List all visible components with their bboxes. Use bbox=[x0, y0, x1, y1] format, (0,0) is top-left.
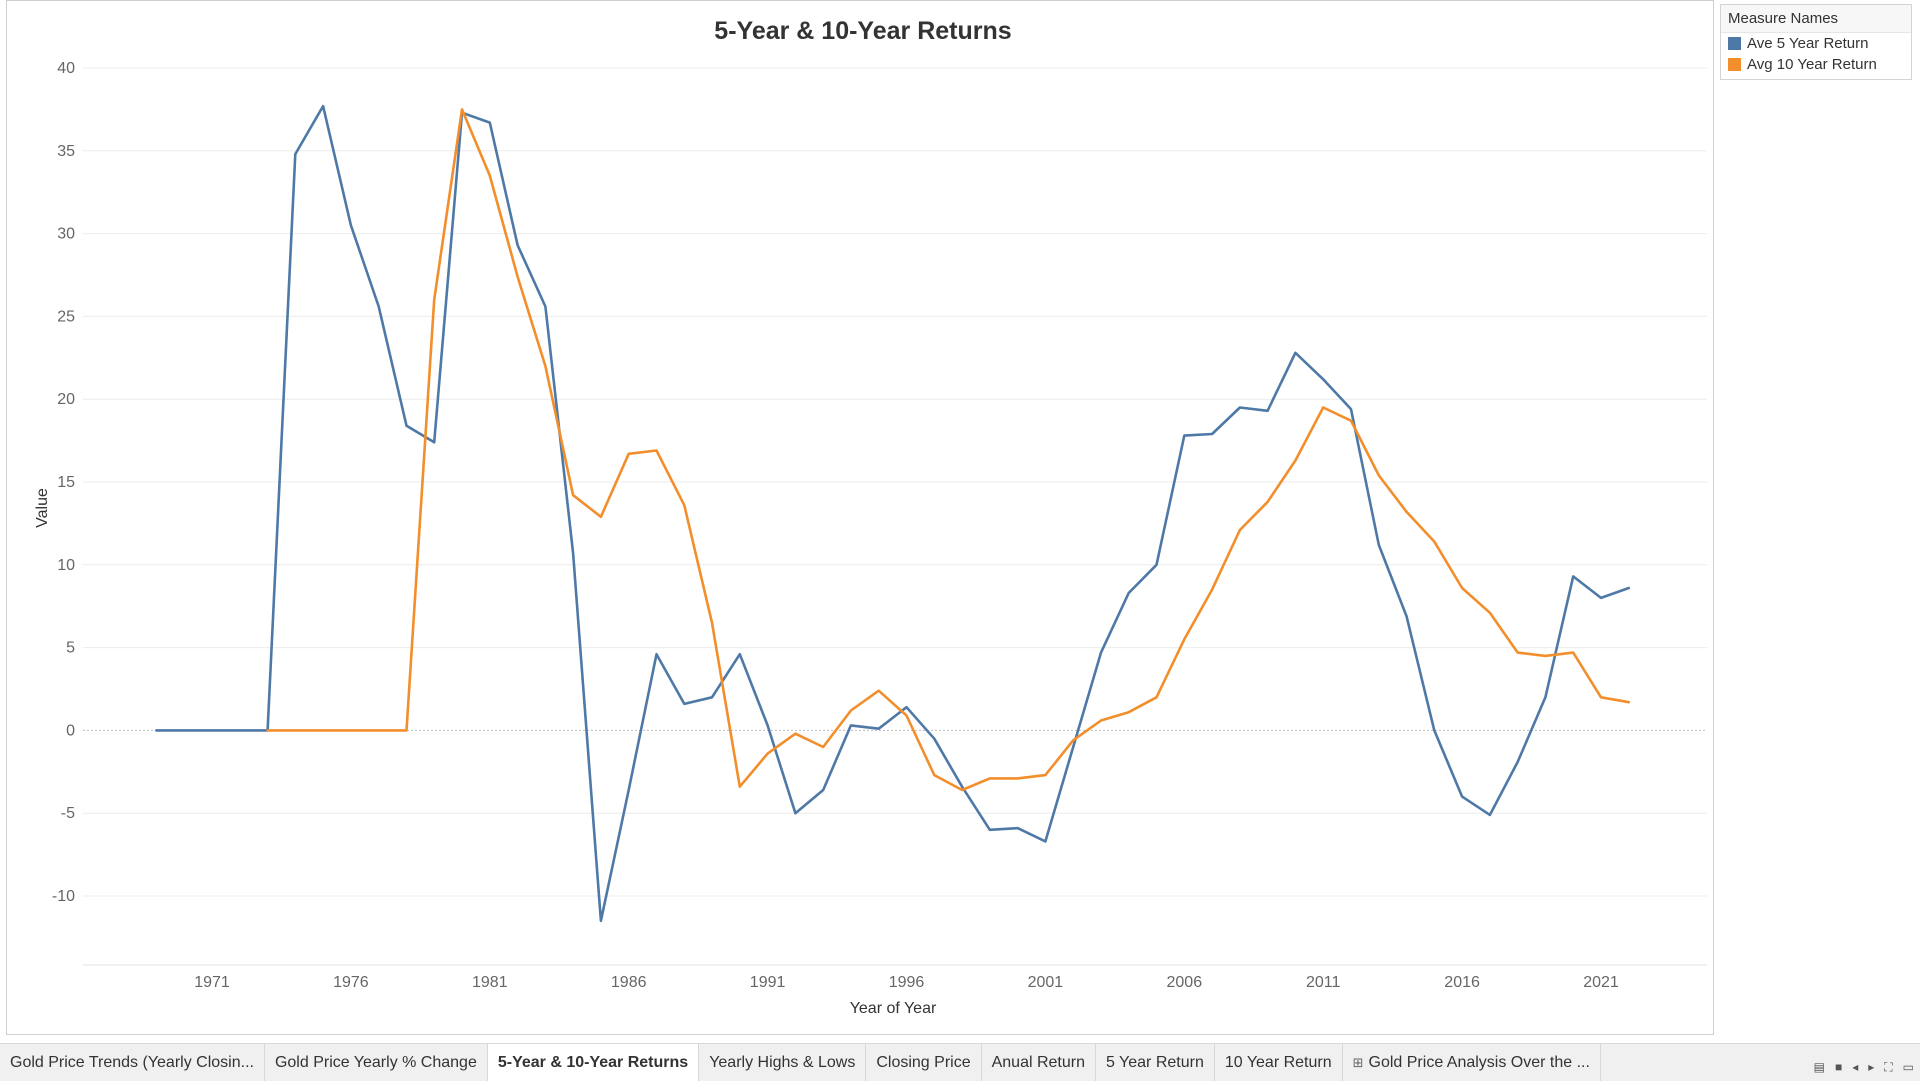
tab-label: Gold Price Analysis Over the ... bbox=[1368, 1053, 1590, 1071]
tab-closing-price[interactable]: Closing Price bbox=[866, 1044, 982, 1081]
y-tick-label: 25 bbox=[57, 308, 75, 325]
tab-label: Gold Price Trends (Yearly Closin... bbox=[10, 1053, 254, 1071]
x-tick-label: 2011 bbox=[1306, 974, 1341, 991]
x-axis-ticks: 1971 1976 1981 1986 1991 1996 2001 2006 2011 2016… bbox=[194, 974, 1619, 991]
series-line-10-year[interactable] bbox=[266, 108, 1631, 792]
x-tick-label: 2001 bbox=[1028, 974, 1064, 991]
y-tick-label: 40 bbox=[57, 60, 75, 77]
line-chart: 5-Year & 10-Year Returns -10 -5 0 5 10 15 20 25… bbox=[34, 17, 1707, 1017]
series-line-5-year[interactable] bbox=[155, 104, 1631, 923]
x-axis-title: Year of Year bbox=[850, 1000, 937, 1017]
tab-label: Anual Return bbox=[991, 1053, 1085, 1071]
y-axis-ticks: -10 -5 0 5 10 15 20 25 30 35 40 bbox=[52, 60, 75, 905]
legend-title: Measure Names bbox=[1721, 5, 1911, 33]
tab-10-year-return[interactable]: 10 Year Return bbox=[1215, 1044, 1343, 1081]
legend-item-10-year[interactable]: Avg 10 Year Return bbox=[1721, 54, 1911, 75]
tab-controls: ▤ ■ ◂ ▸ ⛶ ▭ bbox=[1814, 1060, 1914, 1075]
legend-item-5-year[interactable]: Ave 5 Year Return bbox=[1721, 33, 1911, 54]
x-tick-label: 1996 bbox=[889, 974, 925, 991]
x-tick-label: 1976 bbox=[333, 974, 369, 991]
y-tick-label: 15 bbox=[57, 474, 75, 491]
tab-label: Gold Price Yearly % Change bbox=[274, 1053, 477, 1071]
y-tick-label: 0 bbox=[66, 722, 75, 739]
legend-label-10-year: Avg 10 Year Return bbox=[1747, 56, 1877, 73]
x-tick-label: 1971 bbox=[194, 974, 230, 991]
y-axis-title: Value bbox=[34, 488, 51, 528]
sheet-sorter-icon[interactable]: ▤ bbox=[1813, 1060, 1825, 1074]
next-sheet-icon[interactable]: ▸ bbox=[1868, 1060, 1875, 1074]
viz-frame: 5-Year & 10-Year Returns -10 -5 0 5 10 15 20 25… bbox=[6, 0, 1714, 1035]
x-tick-label: 1981 bbox=[472, 974, 508, 991]
legend-label-5-year: Ave 5 Year Return bbox=[1747, 35, 1869, 52]
y-tick-label: 5 bbox=[66, 640, 75, 657]
y-tick-label: -5 bbox=[61, 805, 75, 822]
tab-yearly-highs-lows[interactable]: Yearly Highs & Lows bbox=[699, 1044, 867, 1081]
filmstrip-icon[interactable]: ■ bbox=[1834, 1060, 1843, 1074]
presentation-icon[interactable]: ▭ bbox=[1902, 1060, 1914, 1074]
gridlines bbox=[83, 67, 1707, 966]
chart-title: 5-Year & 10-Year Returns bbox=[714, 17, 1011, 45]
x-tick-label: 2006 bbox=[1167, 974, 1203, 991]
tab-label: Closing Price bbox=[876, 1053, 971, 1071]
tab-label: Yearly Highs & Lows bbox=[709, 1053, 856, 1071]
tab-label: 5-Year & 10-Year Returns bbox=[497, 1053, 689, 1071]
tab-gold-price-trends[interactable]: Gold Price Trends (Yearly Closin... bbox=[0, 1044, 265, 1081]
tab-gold-price-analysis-dashboard[interactable]: ⊞ Gold Price Analysis Over the ... bbox=[1343, 1044, 1601, 1081]
x-tick-label: 2021 bbox=[1583, 974, 1619, 991]
series-lines bbox=[155, 104, 1631, 923]
tab-anual-return[interactable]: Anual Return bbox=[982, 1044, 1096, 1081]
y-tick-label: 35 bbox=[57, 143, 75, 160]
x-tick-label: 1991 bbox=[750, 974, 786, 991]
x-tick-label: 2016 bbox=[1444, 974, 1480, 991]
sheet-tab-bar: Gold Price Trends (Yearly Closin... Gold… bbox=[0, 1043, 1920, 1081]
y-tick-label: 20 bbox=[57, 391, 75, 408]
tab-5-10-year-returns[interactable]: 5-Year & 10-Year Returns bbox=[487, 1044, 700, 1081]
y-tick-label: 30 bbox=[57, 226, 75, 243]
tab-label: 5 Year Return bbox=[1106, 1053, 1204, 1071]
dashboard-icon: ⊞ bbox=[1352, 1054, 1364, 1070]
y-tick-label: 10 bbox=[57, 557, 75, 574]
legend-swatch-10-year bbox=[1728, 58, 1741, 71]
y-tick-label: -10 bbox=[52, 888, 75, 905]
legend-swatch-5-year bbox=[1728, 37, 1741, 50]
legend: Measure Names Ave 5 Year Return Avg 10 Y… bbox=[1720, 4, 1912, 80]
tab-label: 10 Year Return bbox=[1224, 1053, 1332, 1071]
tab-gold-price-yearly-change[interactable]: Gold Price Yearly % Change bbox=[265, 1044, 488, 1081]
prev-sheet-icon[interactable]: ◂ bbox=[1852, 1060, 1859, 1074]
tab-5-year-return[interactable]: 5 Year Return bbox=[1096, 1044, 1215, 1081]
fullscreen-icon[interactable]: ⛶ bbox=[1884, 1060, 1893, 1074]
x-tick-label: 1986 bbox=[611, 974, 647, 991]
